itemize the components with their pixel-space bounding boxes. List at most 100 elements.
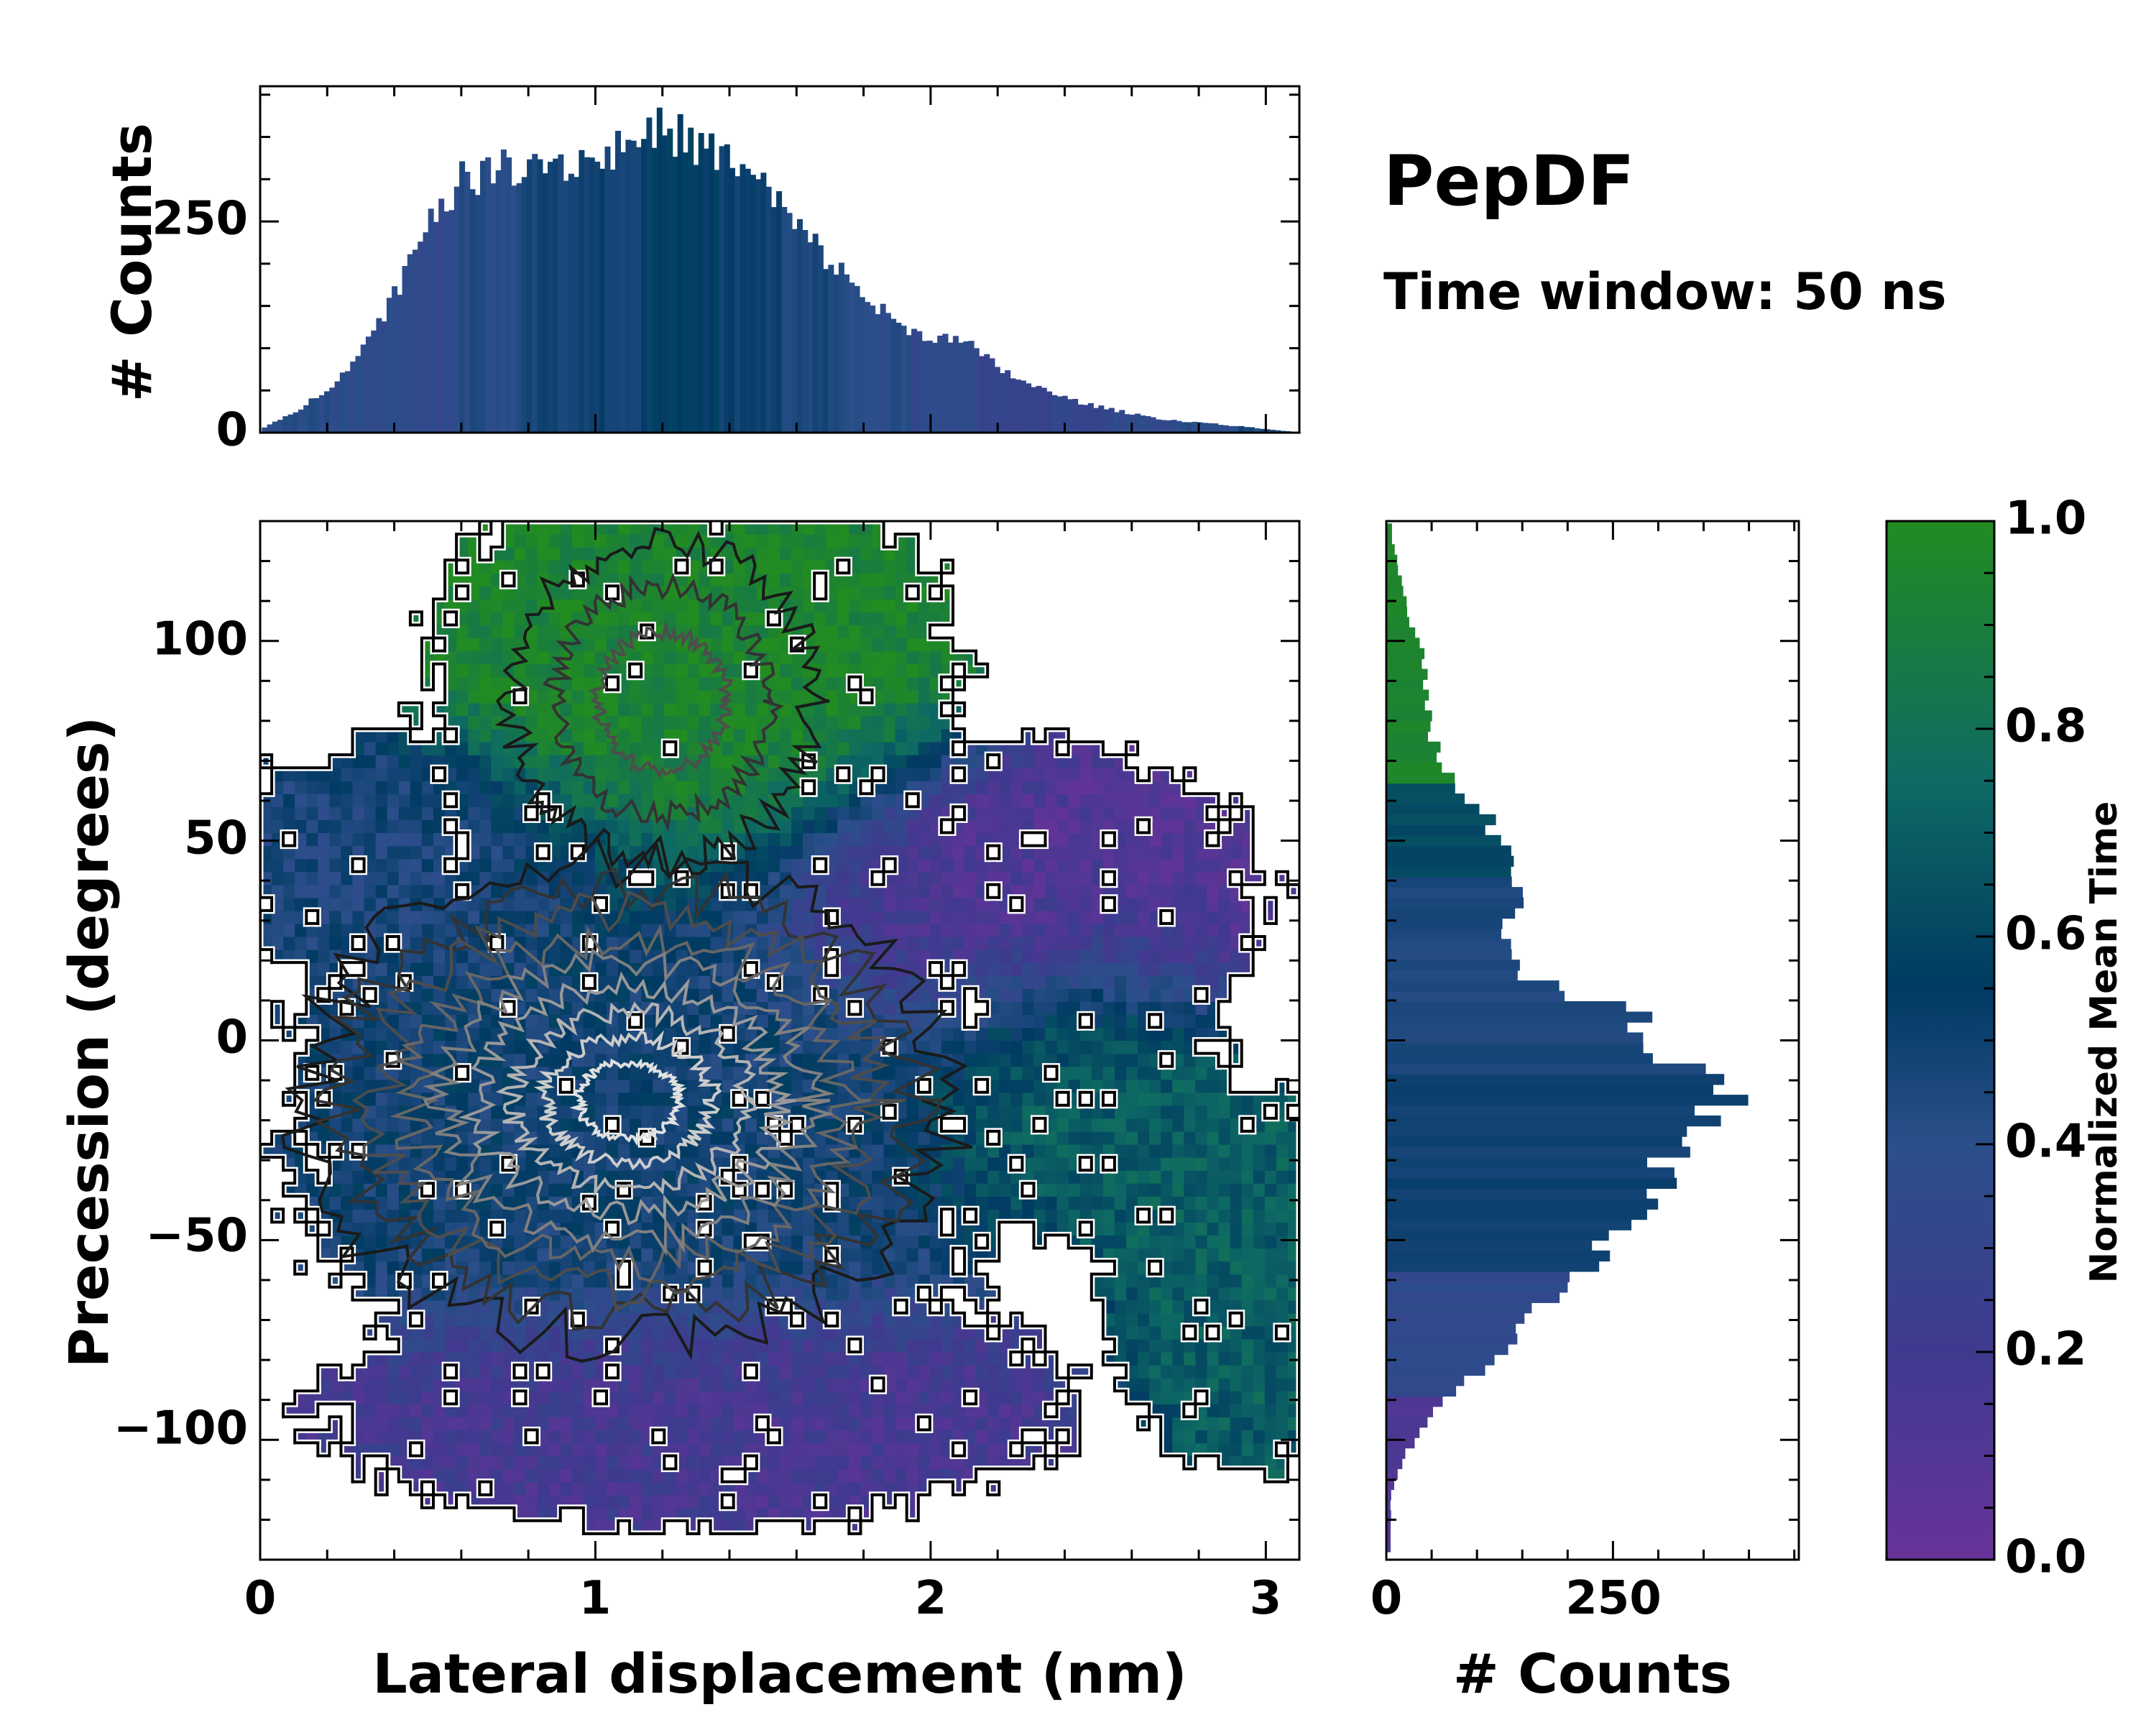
heatmap-cell (341, 884, 354, 898)
heatmap-cell (964, 832, 977, 847)
heatmap-cell (491, 586, 503, 599)
heatmap-cell (421, 1325, 434, 1340)
heatmap-cell (872, 1287, 885, 1301)
heatmap-cell (964, 1338, 977, 1353)
top-histogram-bar (973, 348, 980, 433)
heatmap-cell (768, 1455, 780, 1470)
heatmap-cell (1010, 1391, 1023, 1404)
heatmap-cell (803, 534, 815, 548)
heatmap-cell (1126, 1338, 1138, 1353)
heatmap-cell (791, 962, 803, 976)
heatmap-cell (630, 832, 642, 847)
heatmap-cell (560, 1118, 573, 1132)
top-histogram-bar (890, 318, 897, 433)
heatmap-cell (999, 962, 1011, 976)
heatmap-cell (860, 1287, 873, 1301)
heatmap-cell (618, 1468, 630, 1483)
heatmap-cell (906, 1105, 919, 1119)
heatmap-cell (514, 547, 527, 561)
heatmap-cell (502, 1053, 515, 1067)
heatmap-cell (1056, 1144, 1069, 1158)
heatmap-cell (283, 923, 295, 937)
heatmap-cell (502, 1235, 515, 1249)
heatmap-cell (583, 1287, 596, 1301)
heatmap-cell (768, 768, 780, 781)
heatmap-cell (1161, 1300, 1173, 1314)
heatmap-cell (676, 1352, 688, 1366)
top-histogram-bar (1202, 423, 1208, 433)
heatmap-cell (780, 1079, 792, 1093)
heatmap-cell (710, 1131, 723, 1145)
heatmap-cell (745, 702, 757, 717)
heatmap-cell (306, 806, 318, 821)
heatmap-cell (791, 806, 803, 821)
heatmap-cell (768, 1352, 780, 1366)
heatmap-cell (398, 819, 411, 834)
heatmap-cell (479, 1053, 492, 1067)
heatmap-cell (583, 1365, 596, 1379)
heatmap-cell (953, 1338, 965, 1353)
heatmap-cell (1079, 781, 1092, 794)
heatmap-cell (537, 937, 550, 950)
heatmap-cell (398, 1352, 411, 1366)
heatmap-cell (318, 794, 330, 807)
heatmap-cell (687, 1365, 700, 1379)
heatmap-cell (468, 1001, 480, 1015)
heatmap-cell (1138, 1352, 1150, 1366)
heatmap-cell (999, 1001, 1011, 1015)
heatmap-cell (468, 650, 480, 665)
heatmap-cell (814, 1430, 826, 1444)
heatmap-cell (837, 1455, 849, 1470)
heatmap-cell (733, 1300, 746, 1314)
heatmap-cell (560, 1040, 573, 1054)
heatmap-cell (1079, 1131, 1092, 1145)
top-histogram-bar (942, 334, 949, 433)
heatmap-cell (849, 1183, 862, 1197)
heatmap-cell (756, 1209, 769, 1223)
heatmap-cell (1056, 1209, 1069, 1223)
heatmap-cell (468, 1378, 480, 1392)
heatmap-cell (491, 1274, 503, 1288)
heatmap-cell (872, 1183, 885, 1197)
heatmap-cell (375, 1105, 388, 1119)
heatmap-cell (953, 1417, 965, 1430)
heatmap-cell (352, 884, 365, 898)
heatmap-cell (929, 768, 942, 781)
heatmap-cell (1045, 949, 1058, 963)
heatmap-cell (571, 1430, 584, 1444)
heatmap-cell (791, 1209, 803, 1223)
heatmap-cell (525, 975, 538, 989)
heatmap-cell (883, 806, 896, 821)
heatmap-cell (929, 858, 942, 873)
heatmap-cell (1114, 1053, 1127, 1067)
heatmap-cell (918, 988, 931, 1002)
heatmap-cell (1068, 1131, 1081, 1145)
heatmap-cell (1022, 988, 1035, 1002)
heatmap-cell (906, 1261, 919, 1275)
heatmap-cell (479, 1248, 492, 1262)
heatmap-cell (387, 845, 400, 860)
heatmap-cell (1114, 794, 1127, 807)
top-histogram-bar (885, 313, 891, 433)
top-histogram-bar (989, 358, 995, 433)
heatmap-cell (826, 832, 838, 847)
heatmap-cell (687, 1105, 700, 1119)
heatmap-cell (722, 742, 734, 755)
heatmap-cell (318, 806, 330, 821)
heatmap-cell (906, 871, 919, 886)
heatmap-cell (410, 819, 423, 834)
heatmap-cell (676, 612, 688, 626)
heatmap-cell (560, 1209, 573, 1223)
heatmap-cell (594, 1468, 607, 1483)
top-histogram-bar (397, 295, 403, 433)
heatmap-cell (456, 638, 469, 652)
heatmap-cell (1068, 858, 1081, 873)
heatmap-cell (1045, 1196, 1058, 1210)
heatmap-cell (837, 794, 849, 807)
heatmap-cell (929, 871, 942, 886)
heatmap-cell (618, 1378, 630, 1392)
heatmap-cell (491, 676, 503, 691)
heatmap-cell (872, 806, 885, 821)
heatmap-cell (1068, 845, 1081, 860)
heatmap-cell (445, 1468, 457, 1483)
